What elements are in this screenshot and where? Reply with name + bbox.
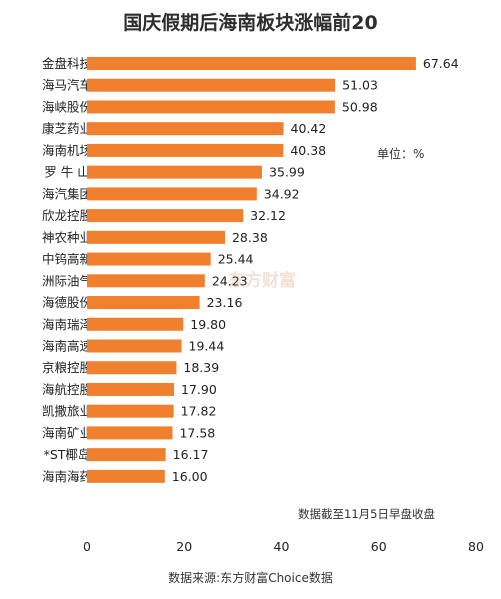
category-label: 海南瑞泽 — [42, 317, 92, 332]
bar — [87, 187, 257, 201]
data-label: 40.42 — [291, 121, 327, 136]
bar — [87, 57, 416, 70]
category-label: 中钨高新 — [42, 252, 92, 267]
category-label: 海南高速 — [42, 338, 93, 353]
category-label: 海马汽车 — [42, 78, 92, 93]
category-label: 神农种业 — [42, 230, 92, 245]
data-label: 24.23 — [212, 273, 248, 288]
bar — [87, 274, 205, 288]
bar — [87, 296, 200, 310]
category-label: 欣龙控股 — [42, 208, 93, 223]
data-label: 18.39 — [183, 360, 219, 375]
bar — [87, 165, 263, 179]
bar — [87, 339, 182, 353]
data-label: 19.80 — [190, 317, 226, 332]
data-label: 50.98 — [342, 99, 378, 114]
bar — [87, 78, 336, 92]
data-label: 17.58 — [179, 425, 215, 440]
data-label: 16.00 — [172, 469, 208, 484]
bar — [87, 230, 225, 244]
date-note: 数据截至11月5日早盘收盘 — [298, 507, 435, 521]
bar — [87, 100, 335, 114]
bar — [87, 361, 177, 375]
data-label: 40.38 — [290, 143, 326, 158]
data-label: 19.44 — [189, 338, 225, 353]
bar — [87, 404, 174, 418]
source-note: 数据来源:东方财富Choice数据 — [168, 571, 333, 585]
category-label: 海德股份 — [42, 295, 93, 310]
bar — [87, 382, 175, 396]
category-label: 洲际油气 — [42, 273, 93, 288]
bar — [87, 143, 284, 157]
data-label: 67.64 — [423, 56, 459, 71]
chart-title: 国庆假期后海南板块涨幅前20 — [123, 12, 378, 34]
x-tick-label: 40 — [274, 539, 290, 554]
bar — [87, 252, 211, 266]
category-label: 凯撒旅业 — [42, 404, 92, 419]
x-tick-label: 0 — [83, 539, 91, 554]
watermark-logo: 东方财富 — [228, 271, 296, 291]
data-label: 32.12 — [250, 208, 286, 223]
bar — [87, 317, 184, 331]
x-tick-label: 20 — [176, 539, 192, 554]
category-label: 海航控股 — [42, 382, 93, 397]
x-tick-label: 80 — [468, 539, 484, 554]
bar — [87, 469, 165, 483]
data-label: 28.38 — [232, 230, 268, 245]
data-label: 35.99 — [269, 165, 305, 180]
category-label: *ST椰岛 — [44, 447, 91, 462]
data-label: 25.44 — [218, 252, 254, 267]
category-label: 海峡股份 — [42, 99, 93, 114]
bar — [87, 122, 284, 136]
category-label: 京粮控股 — [42, 360, 93, 375]
category-label: 海南海药 — [42, 469, 92, 484]
unit-note: 单位：% — [377, 147, 425, 161]
data-label: 17.90 — [181, 382, 217, 397]
bar — [87, 209, 244, 223]
category-label: 金盘科技 — [42, 56, 93, 71]
category-label: 康芝药业 — [42, 121, 92, 136]
data-label: 23.16 — [207, 295, 243, 310]
bar — [87, 426, 173, 440]
x-tick-label: 60 — [371, 539, 387, 554]
category-label: 海南机场 — [42, 143, 92, 158]
data-label: 17.82 — [181, 404, 217, 419]
category-label: 海汽集团 — [42, 186, 92, 201]
category-label: 海南矿业 — [42, 425, 92, 440]
data-label: 16.17 — [173, 447, 209, 462]
bar — [87, 448, 166, 462]
category-label: 罗 牛 山 — [44, 165, 89, 180]
data-label: 34.92 — [264, 186, 300, 201]
data-label: 51.03 — [342, 78, 378, 93]
